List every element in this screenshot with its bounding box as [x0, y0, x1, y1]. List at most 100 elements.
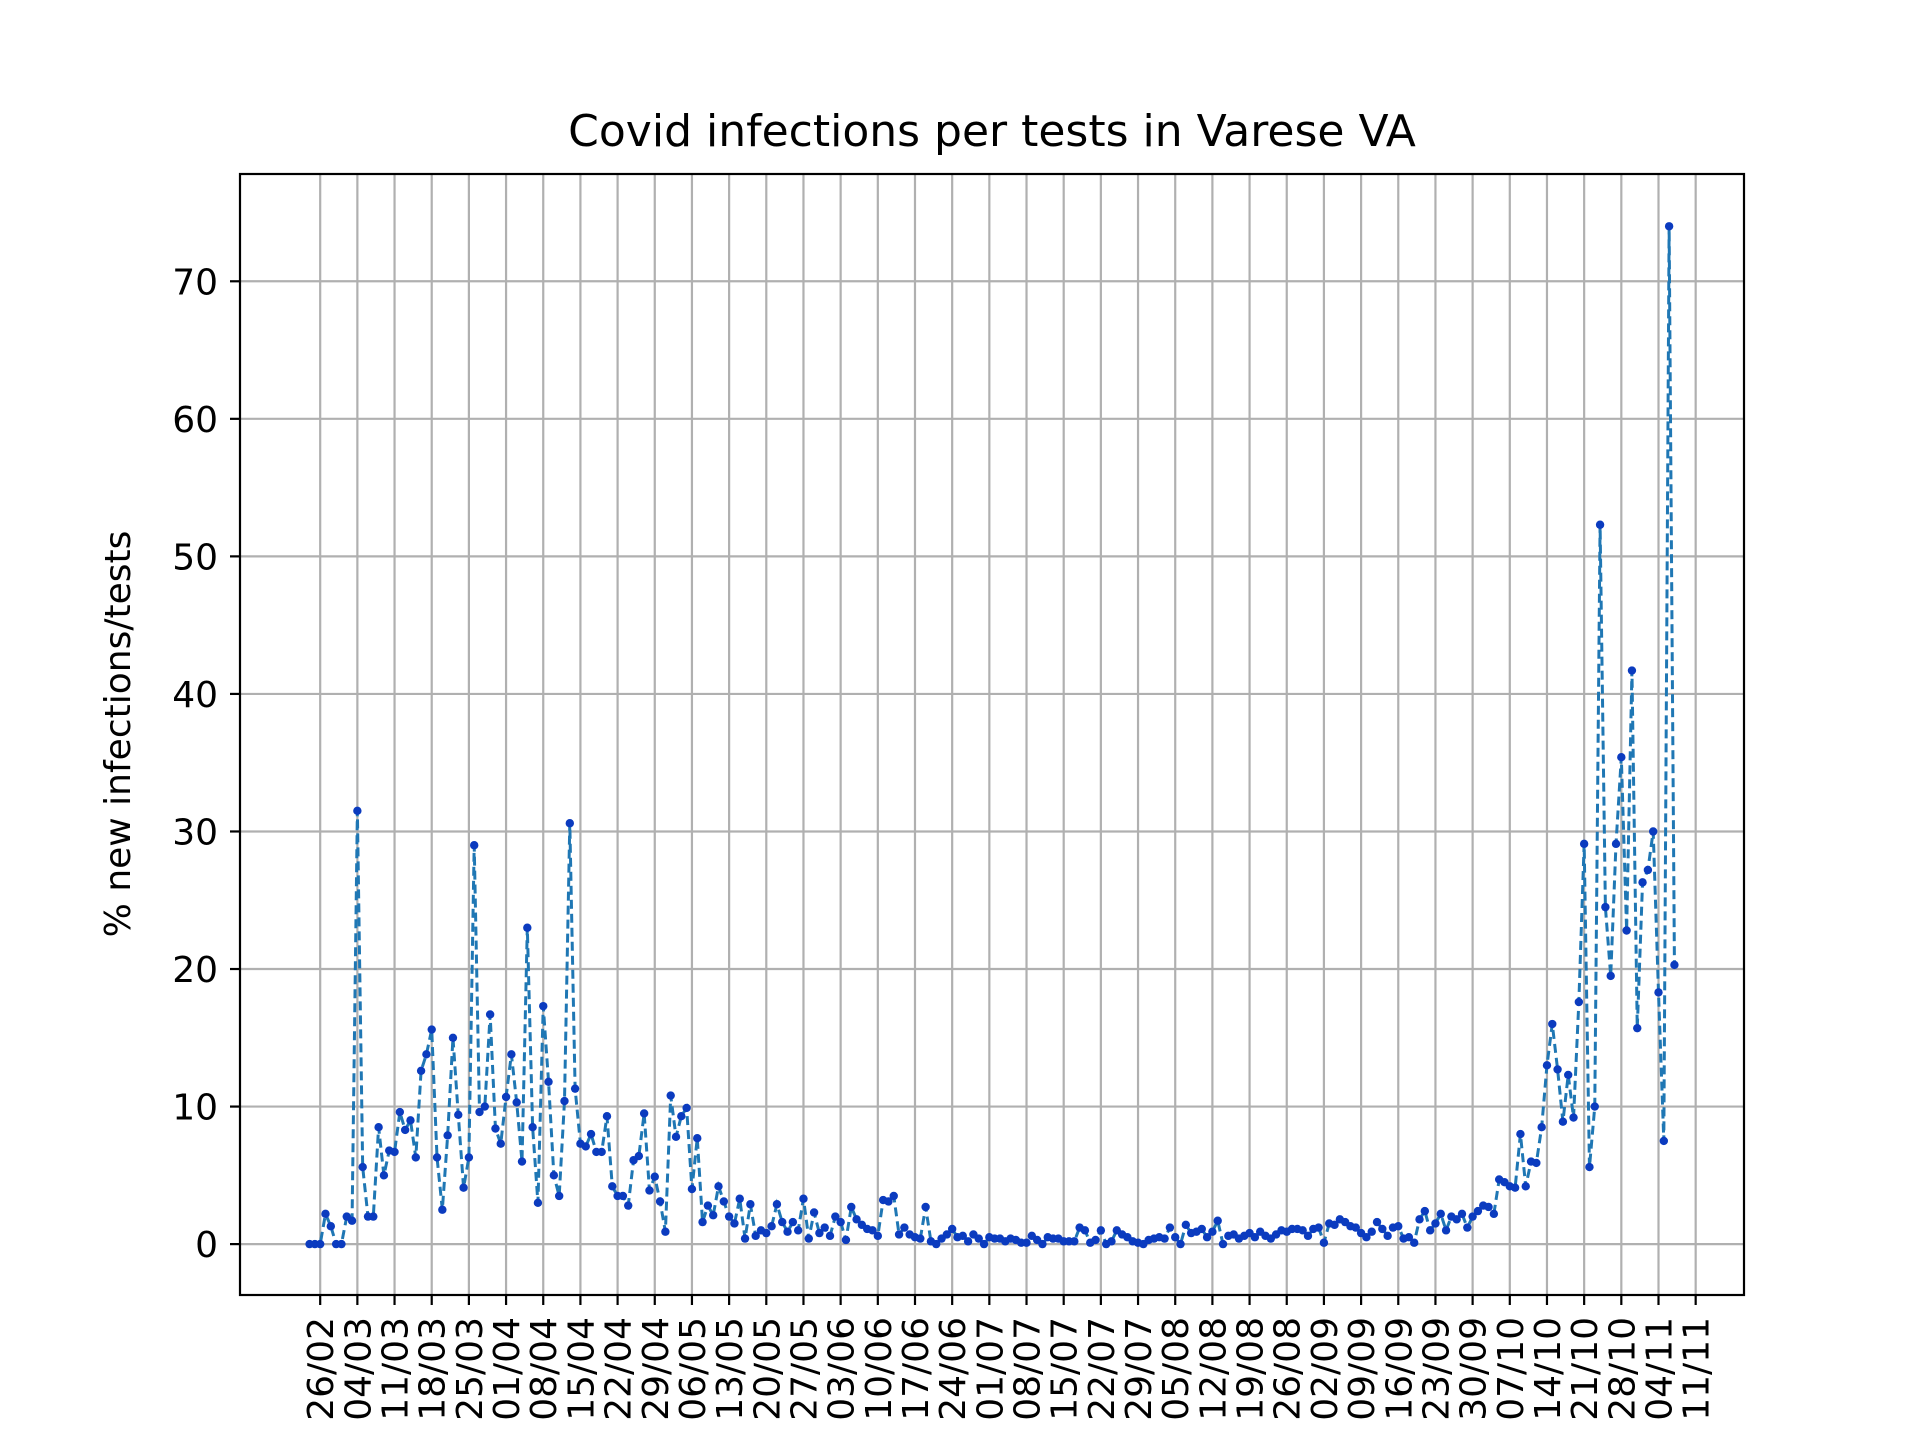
data-point [1218, 1239, 1228, 1249]
data-point [539, 1001, 548, 1011]
data-point [1648, 827, 1658, 836]
x-tick-label: 28/10 [1602, 1317, 1643, 1421]
data-point [958, 1231, 967, 1241]
grid [240, 174, 1744, 1295]
data-point [1181, 1220, 1191, 1230]
data-point [661, 1227, 670, 1236]
data-point [470, 841, 479, 850]
data-point [544, 1077, 553, 1087]
data-point [783, 1227, 792, 1236]
data-point [602, 1111, 612, 1121]
data-point [900, 1223, 909, 1232]
series [305, 222, 1679, 1249]
data-point [873, 1231, 883, 1241]
data-point [517, 1157, 527, 1166]
data-point [523, 923, 532, 932]
data-point [698, 1217, 707, 1227]
data-point [1670, 960, 1679, 970]
data-point [1542, 1061, 1552, 1070]
x-tick-label: 23/09 [1416, 1317, 1457, 1421]
data-point [1516, 1129, 1525, 1139]
data-point [703, 1201, 713, 1210]
data-point [708, 1211, 718, 1220]
data-point [1176, 1239, 1185, 1249]
data-point [1489, 1209, 1499, 1219]
data-point [416, 1066, 426, 1076]
x-tick-label: 26/08 [1268, 1317, 1309, 1421]
data-point [1574, 997, 1584, 1007]
data-point [1372, 1217, 1382, 1227]
data-point [1548, 1019, 1557, 1029]
data-point [1606, 971, 1615, 981]
data-point [841, 1235, 851, 1245]
y-tick-label: 0 [195, 1225, 218, 1266]
data-point [793, 1226, 803, 1235]
data-point [485, 1010, 495, 1019]
data-point [884, 1197, 893, 1206]
data-point [353, 806, 362, 816]
data-point [549, 1171, 559, 1180]
data-point [438, 1205, 447, 1214]
y-tick-label: 60 [172, 400, 218, 441]
data-point [1441, 1226, 1451, 1235]
data-point [1553, 1065, 1562, 1074]
data-point [1165, 1223, 1175, 1232]
data-point [374, 1122, 383, 1132]
data-point [1627, 666, 1637, 675]
data-point [974, 1234, 983, 1243]
data-point [1654, 988, 1663, 997]
data-point [369, 1212, 378, 1221]
y-tick-label: 20 [172, 950, 218, 991]
data-point [804, 1234, 813, 1243]
data-point [724, 1212, 734, 1221]
x-tick-label: 01/04 [487, 1317, 528, 1421]
x-tick-label: 14/10 [1528, 1317, 1569, 1421]
data-point [411, 1153, 420, 1162]
data-point [921, 1202, 930, 1212]
data-point [586, 1129, 596, 1139]
data-point [422, 1050, 431, 1059]
data-point [809, 1208, 819, 1217]
data-point [1564, 1070, 1573, 1080]
data-point [1319, 1238, 1329, 1247]
data-point [655, 1197, 665, 1206]
x-tick-label: 18/03 [413, 1317, 454, 1421]
data-point [634, 1151, 644, 1161]
data-point [358, 1162, 367, 1172]
data-point [1659, 1136, 1669, 1146]
data-point [1569, 1113, 1578, 1122]
data-point [1080, 1226, 1090, 1235]
data-point [432, 1153, 442, 1162]
data-point [1250, 1233, 1260, 1242]
data-point [868, 1226, 877, 1235]
data-point [778, 1217, 787, 1227]
x-tick-label: 02/09 [1305, 1317, 1346, 1421]
plot-area-frame [238, 172, 1746, 1297]
x-tick-label: 27/05 [784, 1317, 825, 1421]
data-point [1022, 1238, 1031, 1247]
data-point [1351, 1223, 1360, 1232]
data-point [533, 1198, 543, 1208]
x-tick-label: 22/07 [1082, 1317, 1123, 1421]
data-point [337, 1239, 346, 1249]
data-point [719, 1197, 729, 1206]
data-point [507, 1050, 516, 1059]
data-point [740, 1234, 750, 1243]
data-point [427, 1025, 436, 1034]
data-point [491, 1124, 500, 1133]
x-tick-label: 22/04 [599, 1317, 640, 1421]
data-point [1473, 1206, 1483, 1216]
data-point [1484, 1202, 1493, 1212]
data-point [1096, 1226, 1106, 1235]
data-point [639, 1109, 649, 1118]
data-point [321, 1209, 330, 1219]
data-point [1394, 1222, 1403, 1231]
x-tick-label: 11/11 [1677, 1317, 1718, 1421]
data-point [1425, 1226, 1435, 1235]
data-point [464, 1153, 474, 1162]
data-point [1171, 1233, 1180, 1242]
data-point [820, 1223, 829, 1232]
data-point [852, 1215, 861, 1224]
data-point [1643, 865, 1653, 875]
data-point [554, 1191, 564, 1201]
